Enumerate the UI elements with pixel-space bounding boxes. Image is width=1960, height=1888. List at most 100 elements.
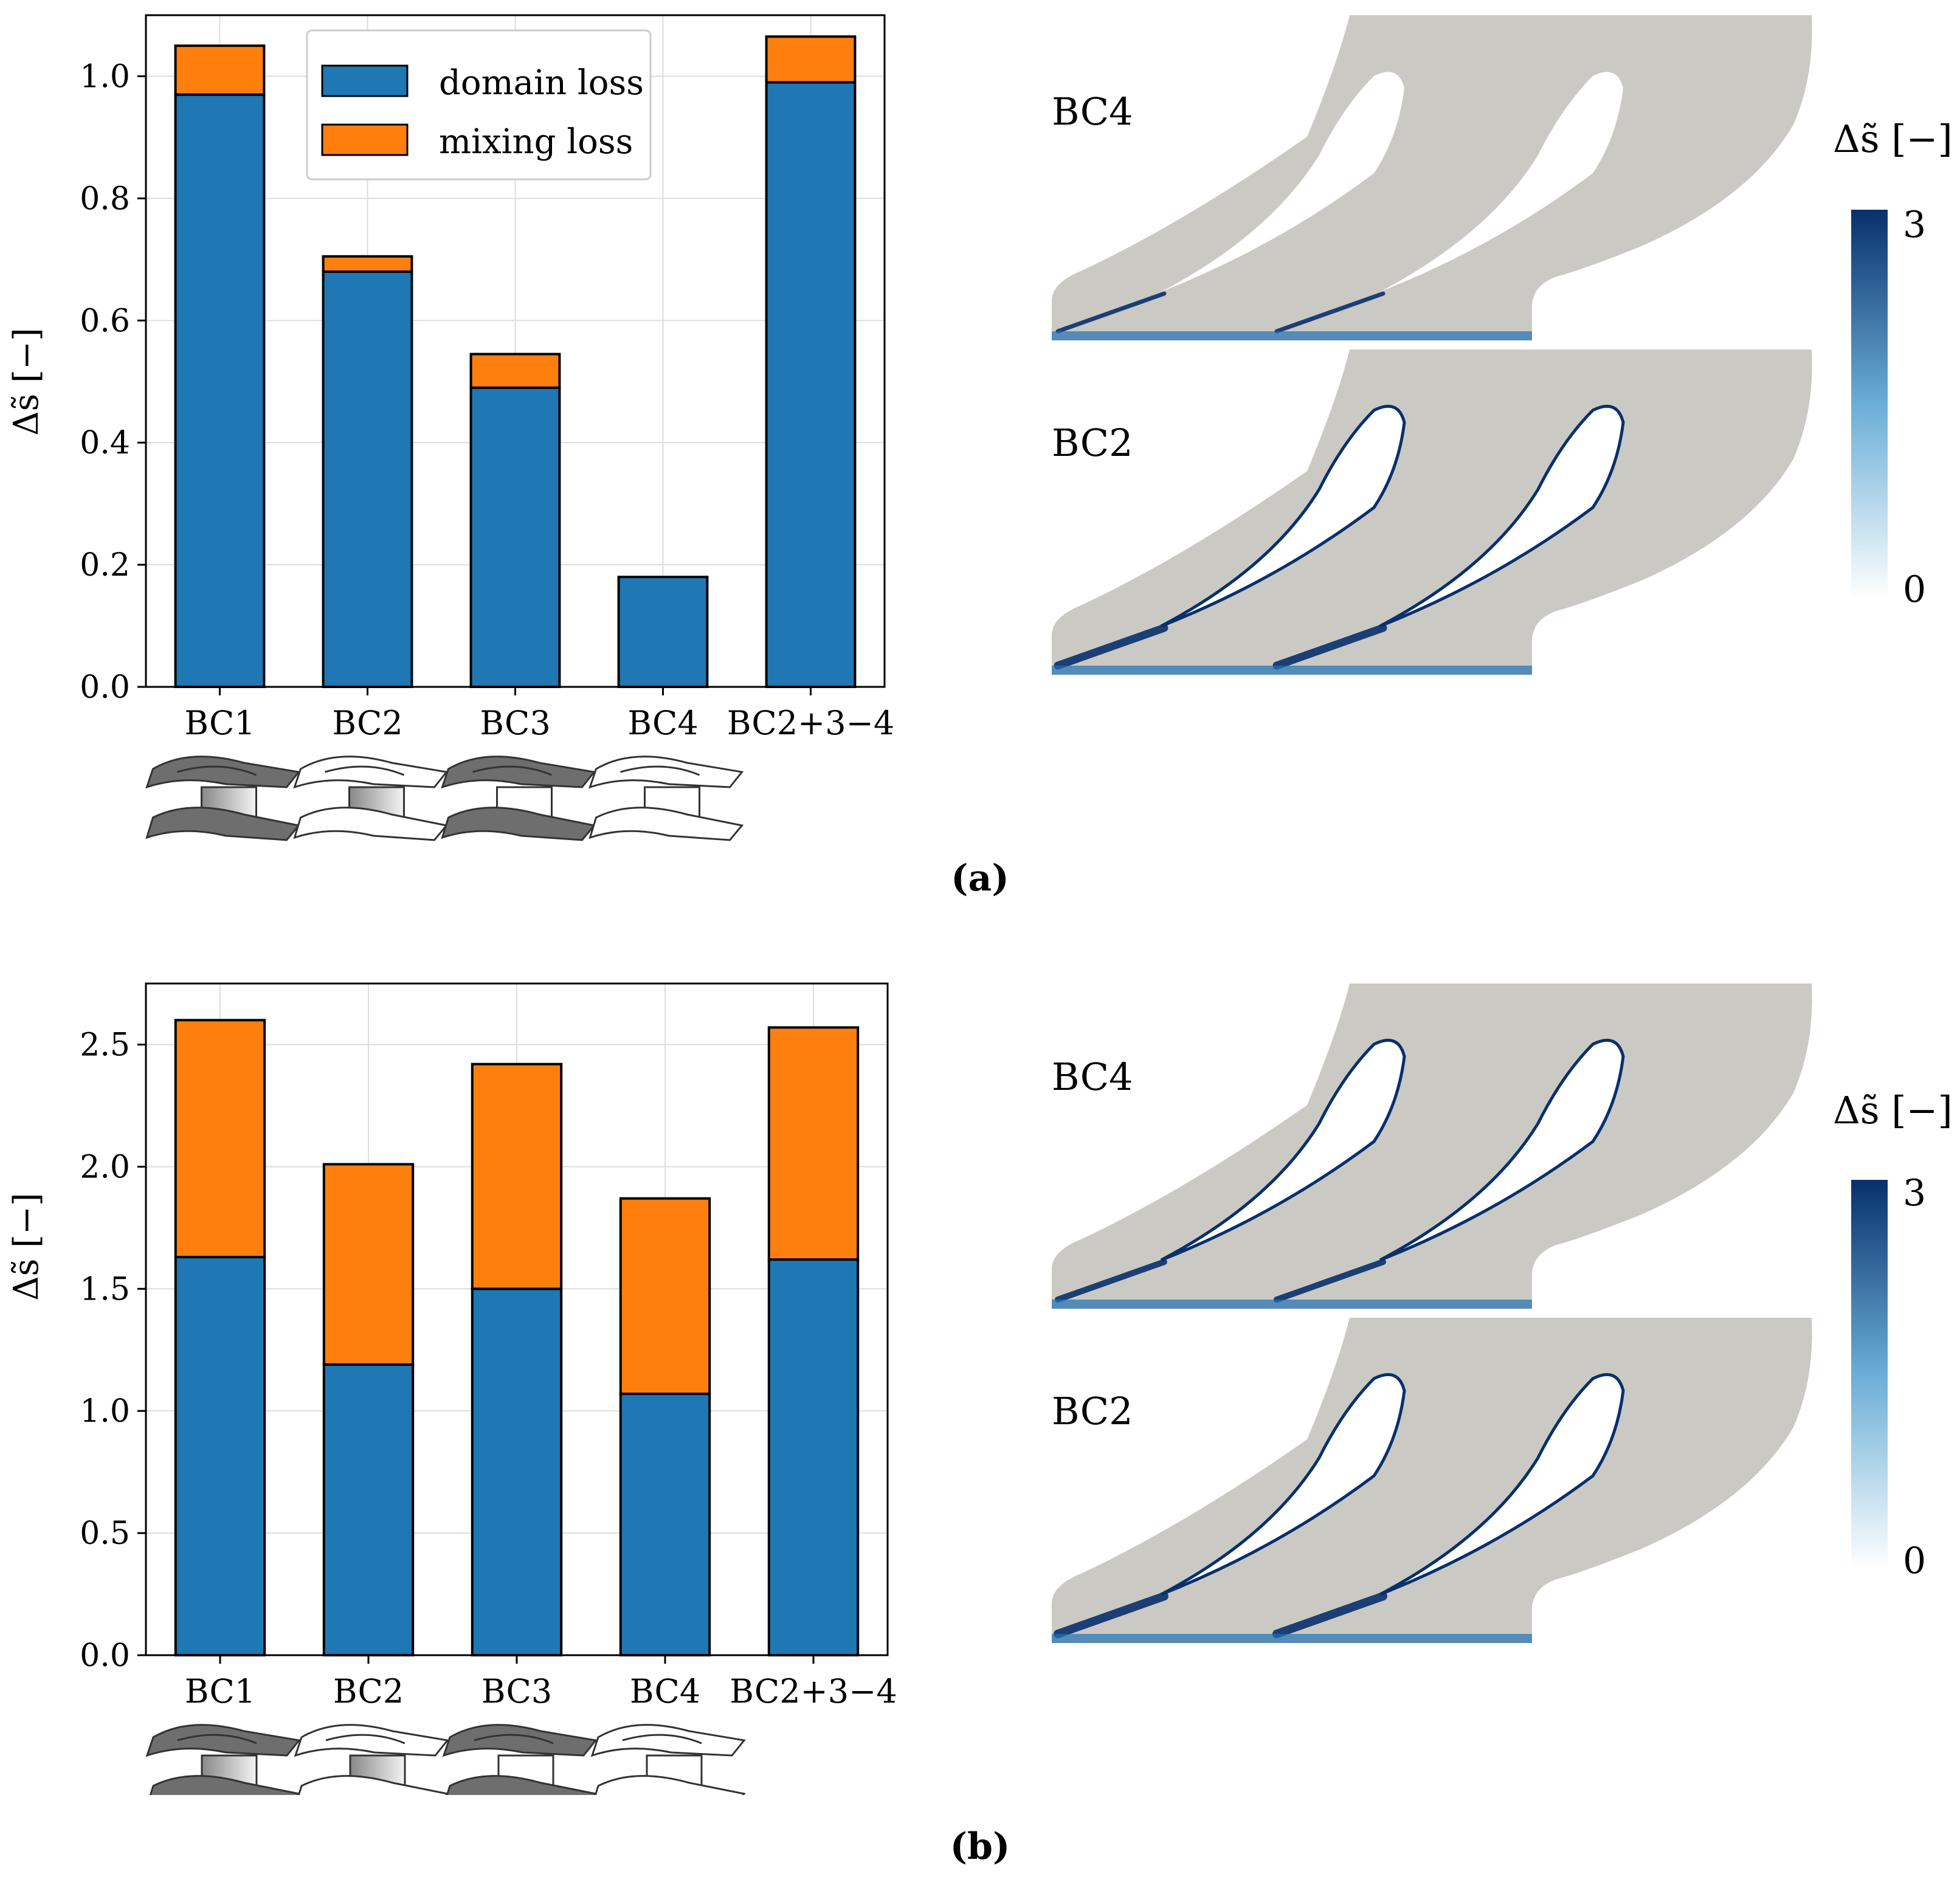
caption-a: (a) [951,857,1009,900]
boundary-condition-icon [590,1724,746,1795]
colorbar-max-label: 3 [1903,204,1926,246]
x-tick-label: BC2+3−4 [730,1672,897,1711]
y-tick-label: 0.5 [80,1515,130,1552]
outlet-band [1052,1300,1532,1309]
y-tick-label: 0.2 [80,547,130,584]
plot-frame [145,14,886,688]
bar-mixing-loss [471,1063,563,1290]
colorbar-min-label: 0 [1903,568,1926,611]
blade-profile [1160,1373,1406,1596]
blade-profile [1160,404,1406,628]
bar-domain-loss [322,1363,415,1656]
outlet-band [1052,666,1532,675]
blade-profile [1379,1373,1625,1596]
boundary-condition-icon [293,756,449,841]
x-tick-label: BC2 [333,1672,404,1711]
bar-mixing-loss [174,44,266,96]
bar-mixing-loss [174,1019,266,1259]
y-axis-label: Δs̃ [−] [7,1193,46,1301]
bar-domain-loss [322,270,413,688]
y-axis-label: Δs̃ [−] [7,328,46,436]
boundary-condition-icon [442,1724,598,1795]
y-tick-label: 2.0 [80,1149,130,1185]
bar-domain-loss [765,81,857,688]
contour-label-bc2: BC2 [1052,421,1133,465]
legend: domain loss mixing loss [306,29,652,181]
panel-b: 0.0 0.5 1.0 1.5 2.0 2.5 BC1 BC2 BC3 BC4 BC2+3−4 Δs… [0,944,1960,1888]
y-tick-label: 1.0 [80,58,130,95]
outlet-band [1052,331,1532,340]
bar-domain-loss [767,1258,860,1656]
colorbar-min-label: 0 [1903,1540,1926,1582]
x-tick-label: BC3 [481,1672,552,1711]
blade-profile [1379,1038,1625,1262]
x-tick-label: BC3 [480,704,550,742]
x-tick-label: BC1 [185,1672,255,1711]
x-tick-label: BC2 [332,704,402,742]
y-tick-label: 0.0 [80,1638,130,1674]
bar-domain-loss [174,1256,266,1656]
legend-label-domain: domain loss [439,63,644,103]
contour-label-bc4: BC4 [1052,1055,1133,1099]
wake-streak [1274,1259,1386,1303]
bar-chart-a: 0.0 0.2 0.4 0.6 0.8 1.0 BC1 BC2 BC3 BC4 BC2+3−4 Δs… [7,14,895,841]
colorbar: Δs̃ [−] 3 0 [1833,117,1953,611]
x-tick-label: BC1 [184,704,255,742]
y-tick-label: 0.8 [80,181,130,217]
contour-figure-a: BC4 BC2 Δs̃ [−] 3 0 [1052,15,1953,675]
bar-domain-loss [619,1393,711,1657]
legend-swatch-mixing [321,123,409,156]
boundary-condition-icon [145,1724,301,1795]
bar-mixing-loss [322,255,413,273]
y-tick-label: 0.6 [80,303,130,339]
wake-streak [1055,1259,1167,1303]
legend-label-mixing: mixing loss [439,122,633,162]
bar-domain-loss [174,93,266,689]
boundary-condition-icon [294,1724,449,1795]
y-tick-label: 1.0 [80,1393,130,1430]
bar-chart-b: 0.0 0.5 1.0 1.5 2.0 2.5 BC1 BC2 BC3 BC4 BC2+3−4 Δs… [7,982,897,1795]
y-tick-label: 0.4 [80,425,130,461]
panel-a: 0.0 0.2 0.4 0.6 0.8 1.0 BC1 BC2 BC3 BC4 BC2+3−4 Δs… [7,14,1953,900]
blade-profile [1379,404,1625,628]
boundary-condition-icon [441,756,596,841]
wake-streak [1272,1592,1387,1638]
wake-streak [1272,624,1387,670]
bar-mixing-loss [767,1026,860,1261]
outlet-band [1052,1634,1532,1643]
wake-streak [1055,291,1167,334]
bar-mixing-loss [765,35,857,84]
bar-domain-loss [469,386,561,688]
wake-streak [1054,1592,1168,1638]
boundary-condition-icon [588,756,744,841]
wake-streak [1274,291,1385,334]
blade-profile [1161,72,1404,292]
contour-label-bc2: BC2 [1052,1389,1133,1433]
legend-swatch-domain [321,64,409,97]
bar-mixing-loss [619,1197,711,1396]
colorbar-gradient [1851,210,1888,599]
x-tick-label: BC2+3−4 [727,704,895,742]
plot-frame [145,982,889,1656]
fluid-domain [1052,15,1812,340]
bar-mixing-loss [322,1163,415,1366]
contour-label-bc4: BC4 [1052,89,1133,134]
colorbar-gradient [1851,1180,1888,1569]
bar-domain-loss [617,576,709,688]
colorbar-title: Δs̃ [−] [1833,117,1953,161]
boundary-condition-icon [145,756,301,841]
bar-mixing-loss [469,353,561,389]
bar-domain-loss [471,1287,563,1656]
colorbar-max-label: 3 [1903,1172,1926,1214]
y-tick-label: 0.0 [80,669,130,706]
contour-figure-b: BC4 BC2 Δs̃ [−] 3 0 [1052,984,1953,1643]
x-tick-label: BC4 [630,1672,700,1711]
blade-profile [1380,72,1623,292]
colorbar-title: Δs̃ [−] [1833,1088,1953,1132]
blade-profile [1160,1038,1406,1262]
y-tick-label: 1.5 [80,1271,130,1307]
y-tick-label: 2.5 [80,1027,130,1063]
x-tick-label: BC4 [627,704,698,742]
caption-b: (b) [950,1825,1010,1868]
colorbar: Δs̃ [−] 3 0 [1833,1088,1953,1582]
